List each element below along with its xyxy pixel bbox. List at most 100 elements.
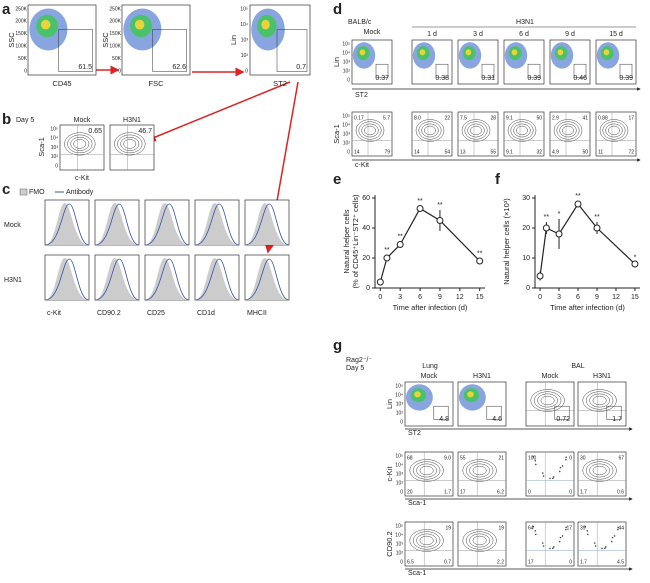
quadrant-value: 14 bbox=[414, 149, 420, 155]
cell-cloud bbox=[134, 19, 145, 30]
plot-frame bbox=[109, 124, 155, 171]
contour bbox=[556, 121, 580, 140]
axis-label: ST2 bbox=[355, 92, 368, 99]
panel-letter: b bbox=[2, 111, 11, 128]
fmo-histogram bbox=[195, 203, 239, 245]
event bbox=[565, 526, 567, 529]
group-label: H3N1 bbox=[123, 117, 141, 124]
contour bbox=[599, 119, 629, 142]
y-tick-label: 10 bbox=[522, 255, 530, 262]
antibody-histogram bbox=[144, 203, 190, 246]
point bbox=[416, 205, 424, 212]
tick-label: 10² bbox=[396, 410, 404, 416]
column-label: CD1d bbox=[197, 310, 215, 317]
cell-cloud bbox=[419, 49, 426, 56]
point bbox=[555, 230, 563, 238]
gate bbox=[606, 405, 622, 420]
contour bbox=[608, 125, 620, 136]
axis-label: c-Kit bbox=[355, 162, 369, 169]
gate-value: 4.6 bbox=[492, 416, 502, 423]
axis-label: FSC bbox=[149, 79, 165, 88]
cell-cloud bbox=[557, 49, 564, 56]
event bbox=[558, 540, 561, 543]
quadrant-value: 0 bbox=[569, 455, 572, 461]
gate-value: 4.8 bbox=[439, 416, 449, 423]
event bbox=[610, 540, 613, 543]
time-label: 9 d bbox=[565, 31, 575, 38]
event bbox=[542, 545, 545, 547]
panel-letter: e bbox=[333, 171, 341, 188]
significance: ** bbox=[575, 193, 581, 200]
y-tick-label: 20 bbox=[522, 225, 530, 232]
axis-label: SSC bbox=[101, 32, 110, 48]
tick-label: 10⁵ bbox=[50, 126, 58, 132]
column-label: CD25 bbox=[147, 310, 165, 317]
point bbox=[383, 254, 391, 262]
fmo-histogram bbox=[245, 203, 289, 245]
panel-letter: g bbox=[333, 337, 342, 354]
quadrant-value: 9.0 bbox=[444, 455, 451, 461]
quadrant-value: 55 bbox=[490, 149, 496, 155]
tick-label: 10³ bbox=[343, 131, 351, 137]
group-label: H3N1 bbox=[473, 373, 491, 380]
significance: ** bbox=[544, 214, 550, 221]
quadrant-value: 100 bbox=[528, 455, 537, 461]
contour bbox=[424, 125, 436, 136]
gate-value: 0.7 bbox=[296, 64, 306, 71]
gate bbox=[435, 63, 449, 78]
event bbox=[565, 458, 567, 461]
event bbox=[586, 529, 589, 532]
significance: * bbox=[634, 254, 637, 261]
contour bbox=[416, 463, 437, 478]
significance: ** bbox=[384, 247, 390, 254]
quadrant-value: 5.7 bbox=[383, 115, 390, 121]
quadrant-value: 9.1 bbox=[506, 115, 513, 121]
cell-cloud bbox=[261, 19, 270, 30]
event bbox=[593, 542, 596, 544]
cell-cloud bbox=[414, 391, 421, 398]
x-tick-label: 3 bbox=[557, 294, 561, 301]
quadrant-value: 4.9 bbox=[552, 149, 559, 155]
antibody-histogram bbox=[44, 258, 90, 301]
contour bbox=[592, 465, 607, 476]
y-tick-label: 30 bbox=[522, 195, 530, 202]
gate bbox=[481, 63, 495, 78]
quadrant-value: 17 bbox=[528, 559, 534, 565]
contour bbox=[462, 459, 497, 482]
quadrant-value: 32 bbox=[536, 149, 542, 155]
quadrant-value: 4.5 bbox=[617, 559, 624, 565]
contour bbox=[412, 531, 441, 550]
day-label: Day 5 bbox=[346, 365, 364, 372]
gate bbox=[152, 29, 187, 72]
panel-letter: a bbox=[2, 1, 11, 18]
x-tick-label: 15 bbox=[476, 294, 484, 301]
contour bbox=[70, 136, 90, 151]
tick-label: 10³ bbox=[51, 145, 59, 151]
contour bbox=[582, 459, 617, 482]
contour bbox=[64, 132, 96, 156]
gate bbox=[375, 63, 389, 78]
event bbox=[534, 529, 537, 532]
contour bbox=[67, 134, 93, 154]
event bbox=[552, 476, 555, 478]
event bbox=[534, 463, 537, 466]
gate-value: 0.72 bbox=[556, 416, 570, 423]
quadrant-value: 0.6 bbox=[617, 489, 624, 495]
cell-cloud bbox=[40, 19, 51, 30]
quadrant-value: 19 bbox=[445, 525, 451, 531]
quadrant-value: 17 bbox=[566, 525, 572, 531]
gate-value: 0.39 bbox=[619, 75, 633, 82]
event bbox=[542, 475, 545, 477]
tick-label: 10³ bbox=[396, 401, 404, 407]
fmo-histogram bbox=[195, 258, 239, 300]
group-label: H3N1 bbox=[516, 19, 534, 26]
axis-label: CD45 bbox=[52, 79, 71, 88]
quadrant-value: 0 bbox=[569, 559, 572, 565]
group-label: Mock bbox=[542, 373, 559, 380]
point bbox=[542, 224, 550, 232]
quadrant-value: 28 bbox=[490, 115, 496, 121]
contour bbox=[582, 389, 617, 412]
y-tick-label: 60 bbox=[362, 195, 370, 202]
significance: ** bbox=[594, 214, 600, 221]
